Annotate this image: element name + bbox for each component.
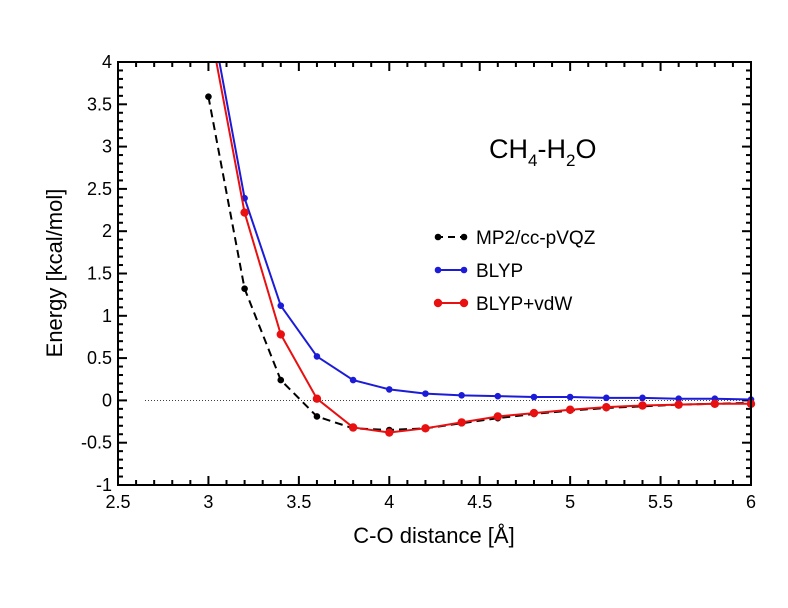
annotation-subscript: 2 — [566, 151, 575, 170]
legend: MP2/cc-pVQZ BLYP BLYP+vdW — [433, 228, 596, 315]
data-point — [313, 353, 321, 360]
x-tick-label: 4 — [384, 492, 394, 512]
data-point — [675, 395, 682, 403]
x-tick-label: 3 — [203, 492, 213, 512]
data-point — [348, 423, 358, 432]
data-point — [638, 401, 647, 410]
data-point — [312, 394, 322, 403]
legend-label: MP2/cc-pVQZ — [476, 228, 596, 249]
plot-area: 2.5 3 3.5 4 4.5 5 5.5 6 -1 -0.5 0 0.5 1 1.5 2 2.5 3 3.5 4 M… — [81, 52, 756, 512]
y-tick-label: 0 — [102, 390, 112, 410]
series-line — [218, 62, 751, 401]
legend-marker — [433, 298, 443, 308]
y-tick-label: 1.5 — [87, 264, 112, 284]
legend-marker — [459, 298, 469, 308]
legend-marker — [460, 266, 468, 274]
legend-marker — [460, 233, 468, 241]
x-tick-label: 5 — [565, 492, 575, 512]
annotation-text: -H — [537, 134, 566, 164]
data-point — [385, 428, 394, 437]
y-tick-label: 4 — [102, 52, 112, 72]
molecule-annotation: CH4-H2O — [489, 134, 596, 170]
y-tick-label: -0.5 — [81, 433, 112, 453]
data-point — [603, 394, 610, 402]
annotation-text: CH — [489, 134, 528, 164]
y-tick-label: 3.5 — [87, 94, 112, 114]
data-point — [313, 413, 321, 420]
series-line — [215, 62, 751, 434]
y-tick-label: 0.5 — [87, 348, 112, 368]
annotation-subscript: 4 — [528, 151, 537, 170]
data-point — [602, 402, 611, 412]
x-tick-label: 5.5 — [648, 492, 673, 512]
data-point — [494, 392, 502, 400]
data-point — [493, 412, 502, 421]
data-point — [458, 392, 465, 399]
data-point — [349, 376, 357, 384]
data-point — [277, 302, 285, 309]
data-point — [385, 386, 393, 393]
y-tick-label: 2.5 — [87, 179, 112, 199]
y-tick-label: 1 — [102, 306, 112, 326]
data-point — [457, 418, 466, 427]
legend-label: BLYP — [476, 261, 523, 282]
legend-marker — [434, 233, 442, 241]
data-point — [422, 390, 429, 397]
x-tick-label: 6 — [746, 492, 756, 512]
data-point — [674, 400, 683, 409]
y-tick-label: 3 — [102, 137, 112, 157]
series-2 — [215, 62, 756, 437]
data-point — [241, 285, 248, 293]
y-tick-label: 2 — [102, 221, 112, 241]
x-tick-label: 4.5 — [467, 492, 492, 512]
data-point — [529, 408, 539, 418]
data-point — [205, 93, 212, 100]
data-point — [276, 330, 285, 339]
data-point — [639, 394, 646, 402]
annotation-text: O — [575, 134, 596, 164]
data-point — [277, 376, 285, 384]
legend-label: BLYP+vdW — [476, 294, 572, 315]
x-tick-label: 3.5 — [286, 492, 311, 512]
data-point — [710, 399, 720, 408]
x-axis-title: C-O distance [Å] — [353, 523, 514, 548]
plot-frame — [117, 61, 752, 486]
data-point — [566, 393, 574, 401]
data-point — [530, 393, 538, 401]
legend-marker — [434, 266, 442, 274]
x-tick-label: 2.5 — [105, 492, 130, 512]
y-tick-label: -1 — [96, 475, 112, 495]
data-point — [240, 208, 249, 217]
y-axis-title: Energy [kcal/mol] — [42, 189, 67, 358]
series-1 — [218, 62, 755, 403]
data-point — [421, 424, 430, 433]
data-point — [565, 405, 575, 414]
